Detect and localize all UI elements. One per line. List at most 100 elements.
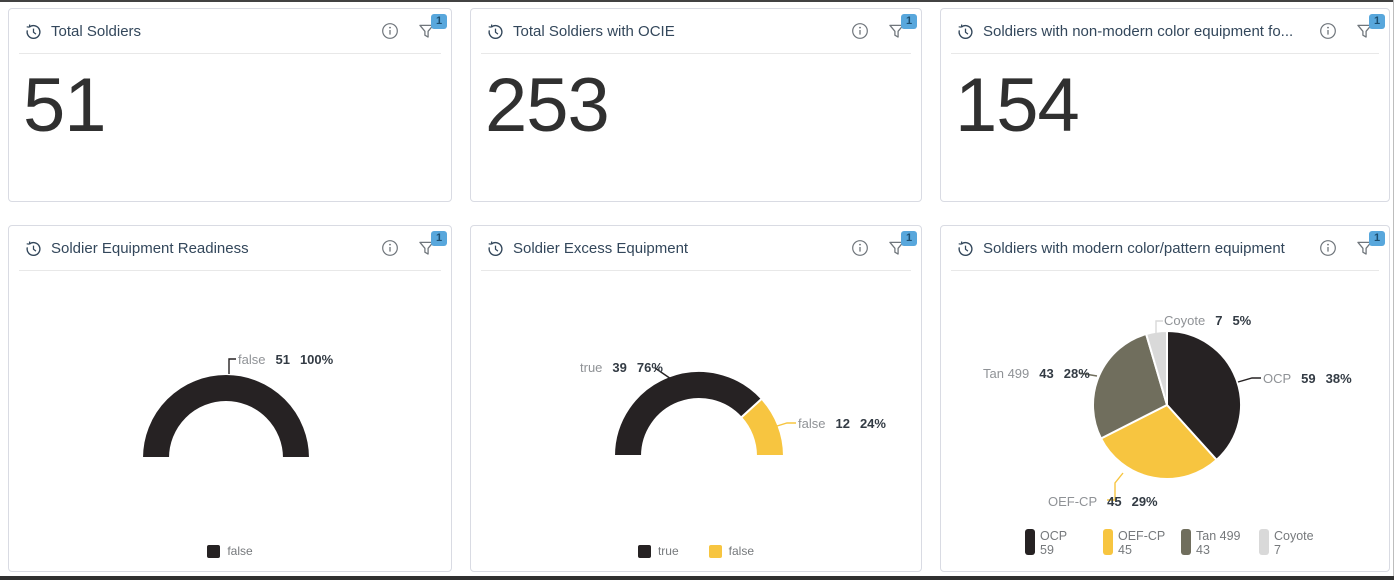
history-clock-icon bbox=[487, 240, 504, 257]
slice-callout-false: false 12 24% bbox=[798, 416, 886, 431]
history-clock-icon bbox=[487, 23, 504, 40]
info-icon bbox=[852, 23, 868, 39]
info-icon bbox=[1320, 240, 1336, 256]
history-clock-icon bbox=[25, 240, 42, 257]
legend-label: false bbox=[227, 544, 253, 558]
legend-item-OEF-CP[interactable]: OEF-CP 45 bbox=[1103, 529, 1181, 557]
info-icon bbox=[852, 240, 868, 256]
filter-count-badge: 1 bbox=[431, 13, 447, 29]
filter-button[interactable]: 1 bbox=[1356, 230, 1385, 257]
filter-button[interactable]: 1 bbox=[1356, 13, 1385, 40]
label-leader-line bbox=[228, 358, 236, 374]
filter-button[interactable]: 1 bbox=[418, 230, 447, 257]
info-button[interactable] bbox=[381, 22, 399, 40]
legend-swatch bbox=[1259, 529, 1269, 555]
filter-count-badge: 1 bbox=[431, 230, 447, 246]
card-total-soldiers-with-ocie: Total Soldiers with OCIE 1 253 bbox=[470, 8, 922, 202]
card-soldier-equipment-readiness: Soldier Equipment Readiness 1 false 51 100… bbox=[8, 225, 452, 572]
legend-label: Coyote 7 bbox=[1274, 529, 1314, 557]
legend-swatch bbox=[1103, 529, 1113, 555]
half-donut-chart-excess: true 39 76% false 12 24% true false bbox=[471, 226, 921, 571]
frame-bottom-border bbox=[0, 576, 1394, 580]
label-leader-line bbox=[1237, 377, 1261, 383]
slice-callout-OCP: OCP 59 38% bbox=[1263, 371, 1352, 386]
legend-item-Coyote[interactable]: Coyote 7 bbox=[1259, 529, 1337, 557]
chart-legend: false bbox=[9, 544, 451, 558]
header-divider bbox=[19, 53, 441, 54]
label-leader-line bbox=[1078, 372, 1098, 377]
chart-slice-false[interactable] bbox=[739, 397, 786, 457]
filter-button[interactable]: 1 bbox=[888, 230, 917, 257]
chart-slice-Tan 499[interactable] bbox=[1092, 332, 1169, 440]
filter-count-badge: 1 bbox=[1369, 230, 1385, 246]
legend-item-false[interactable]: false bbox=[708, 544, 755, 558]
history-clock-icon bbox=[957, 240, 974, 257]
metric-value: 51 bbox=[23, 63, 107, 148]
legend-item-false[interactable]: false bbox=[207, 544, 253, 558]
card-header: Soldiers with non-modern color equipment… bbox=[941, 9, 1389, 53]
filter-count-badge: 1 bbox=[901, 13, 917, 29]
info-button[interactable] bbox=[851, 22, 869, 40]
header-divider bbox=[951, 53, 1379, 54]
legend-swatch bbox=[207, 544, 221, 558]
label-leader-line bbox=[776, 422, 796, 427]
card-header: Soldier Equipment Readiness 1 bbox=[9, 226, 451, 270]
card-soldiers-non-modern-color-equipment: Soldiers with non-modern color equipment… bbox=[940, 8, 1390, 202]
slice-callout-false: false 51 100% bbox=[238, 352, 334, 367]
legend-label: false bbox=[728, 544, 755, 558]
info-button[interactable] bbox=[851, 239, 869, 257]
slice-callout-Coyote: Coyote 7 5% bbox=[1164, 313, 1252, 328]
chart-slice-OCP[interactable] bbox=[1166, 329, 1242, 462]
card-title: Total Soldiers bbox=[51, 22, 142, 40]
legend-swatch bbox=[1181, 529, 1191, 555]
label-leader-line bbox=[1107, 472, 1124, 501]
chart-legend: OCP 59 OEF-CP 45 Tan 499 43 Coyote 7 bbox=[1025, 529, 1337, 557]
header-divider bbox=[951, 270, 1379, 271]
header-divider bbox=[481, 53, 911, 54]
card-total-soldiers: Total Soldiers 1 51 bbox=[8, 8, 452, 202]
legend-item-true[interactable]: true bbox=[637, 544, 679, 558]
info-icon bbox=[382, 23, 398, 39]
card-header: Soldier Excess Equipment 1 bbox=[471, 226, 921, 270]
slice-callout-true: true 39 76% bbox=[580, 360, 663, 375]
filter-count-badge: 1 bbox=[1369, 13, 1385, 29]
legend-item-OCP[interactable]: OCP 59 bbox=[1025, 529, 1103, 557]
legend-label: true bbox=[657, 544, 679, 558]
card-title: Total Soldiers with OCIE bbox=[513, 22, 675, 40]
filter-button[interactable]: 1 bbox=[418, 13, 447, 40]
info-button[interactable] bbox=[381, 239, 399, 257]
legend-label: OCP 59 bbox=[1040, 529, 1068, 557]
header-divider bbox=[481, 270, 911, 271]
slice-callout-Tan 499: Tan 499 43 28% bbox=[983, 366, 1090, 381]
history-clock-icon bbox=[25, 23, 42, 40]
card-soldiers-modern-color-pattern-equipment: Soldiers with modern color/pattern equip… bbox=[940, 225, 1390, 572]
history-clock-icon bbox=[957, 23, 974, 40]
chart-canvas bbox=[140, 358, 312, 459]
info-icon bbox=[382, 240, 398, 256]
frame-top-border bbox=[0, 0, 1394, 2]
legend-item-Tan 499[interactable]: Tan 499 43 bbox=[1181, 529, 1259, 557]
card-header: Total Soldiers with OCIE 1 bbox=[471, 9, 921, 53]
filter-button[interactable]: 1 bbox=[888, 13, 917, 40]
legend-swatch bbox=[708, 544, 722, 558]
card-soldier-excess-equipment: Soldier Excess Equipment 1 true 39 76% fals… bbox=[470, 225, 922, 572]
card-title: Soldiers with non-modern color equipment… bbox=[983, 22, 1294, 40]
chart-slice-OEF-CP[interactable] bbox=[1099, 403, 1219, 480]
metric-value: 154 bbox=[955, 63, 1080, 148]
filter-count-badge: 1 bbox=[901, 230, 917, 246]
legend-swatch bbox=[1025, 529, 1035, 555]
metric-value: 253 bbox=[485, 63, 610, 148]
chart-slice-true[interactable] bbox=[612, 370, 764, 457]
legend-label: Tan 499 43 bbox=[1196, 529, 1241, 557]
half-donut-chart-readiness: false 51 100% false bbox=[9, 226, 451, 571]
chart-legend: true false bbox=[471, 544, 921, 558]
info-icon bbox=[1320, 23, 1336, 39]
pie-chart-modern-equipment: OCP 59 38% OEF-CP 45 29% Tan 499 43 28% Coyote 7 5%… bbox=[941, 226, 1389, 571]
card-header: Total Soldiers 1 bbox=[9, 9, 451, 53]
card-header: Soldiers with modern color/pattern equip… bbox=[941, 226, 1389, 270]
chart-slice-false[interactable] bbox=[140, 373, 312, 459]
info-button[interactable] bbox=[1319, 239, 1337, 257]
info-button[interactable] bbox=[1319, 22, 1337, 40]
slice-callout-OEF-CP: OEF-CP 45 29% bbox=[1048, 494, 1158, 509]
